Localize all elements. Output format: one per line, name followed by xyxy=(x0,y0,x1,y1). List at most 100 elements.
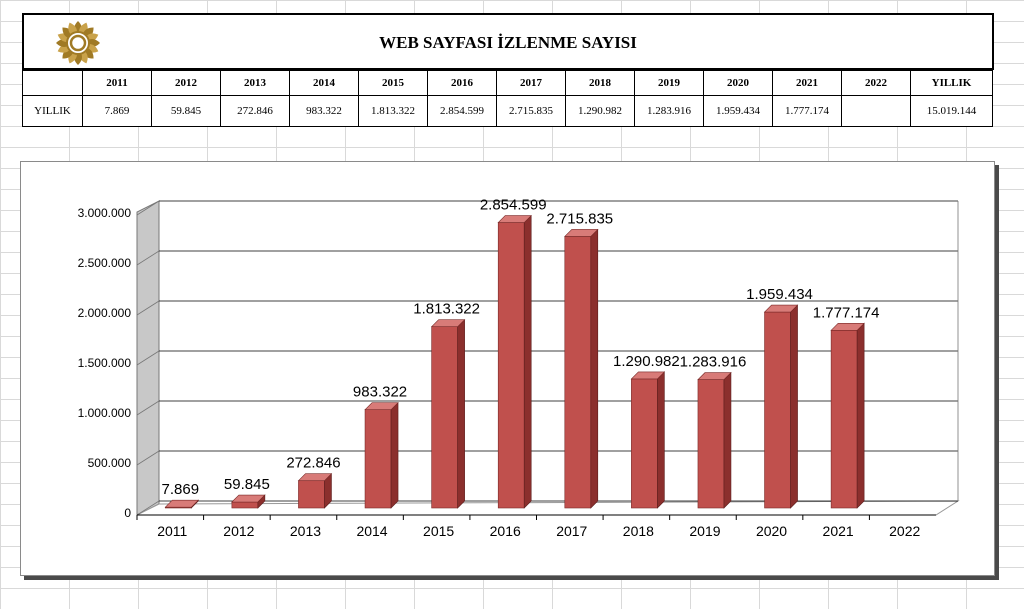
data-label-2015: 1.813.322 xyxy=(413,301,480,318)
data-label-2012: 59.845 xyxy=(224,476,270,493)
x-tick-label: 2020 xyxy=(756,523,787,539)
wall-gridline xyxy=(136,350,160,366)
x-tick-label: 2015 xyxy=(423,523,454,539)
year-header-2016: 2016 xyxy=(427,70,497,96)
wall-gridline xyxy=(136,300,160,316)
year-header-2011: 2011 xyxy=(82,70,152,96)
header-box: WEB SAYFASI İZLENME SAYISI xyxy=(22,13,994,70)
wall-gridline xyxy=(136,200,160,216)
bar-2016 xyxy=(497,222,525,509)
data-label-2018: 1.290.982 xyxy=(613,353,680,370)
wall-gridline xyxy=(136,450,160,466)
data-label-2011: 7.869 xyxy=(162,481,200,498)
wall-gridline xyxy=(136,500,160,516)
bar-side-2017 xyxy=(590,228,599,509)
x-tick-label: 2013 xyxy=(290,523,321,539)
data-label-2014: 983.322 xyxy=(353,384,407,401)
y-tick-label: 500.000 xyxy=(88,456,132,470)
data-label-2017: 2.715.835 xyxy=(546,210,613,227)
y-tick-label: 1.500.000 xyxy=(78,356,132,370)
bar-2012 xyxy=(231,501,259,509)
bar-top-2016 xyxy=(497,215,532,223)
bar-top-2017 xyxy=(564,229,599,237)
year-value-2013: 272.846 xyxy=(220,95,290,127)
total-header: YILLIK xyxy=(910,70,993,96)
data-label-2019: 1.283.916 xyxy=(680,354,747,371)
bar-top-2012 xyxy=(231,494,266,503)
bar-top-2018 xyxy=(630,371,666,380)
year-header-2015: 2015 xyxy=(358,70,428,96)
year-value-2018: 1.290.982 xyxy=(565,95,635,127)
page-title: WEB SAYFASI İZLENME SAYISI xyxy=(379,33,637,52)
bar-2015 xyxy=(431,326,458,509)
data-label-2021: 1.777.174 xyxy=(813,304,880,321)
year-header-2013: 2013 xyxy=(220,70,290,96)
bar-2020 xyxy=(764,311,791,509)
year-header-2018: 2018 xyxy=(565,70,635,96)
year-header-2019: 2019 xyxy=(634,70,704,96)
x-tick-label: 2018 xyxy=(623,523,654,539)
year-value-2015: 1.813.322 xyxy=(358,95,428,127)
bar-2014 xyxy=(364,409,392,509)
year-value-2022 xyxy=(841,95,911,127)
x-tick-label: 2021 xyxy=(823,523,854,539)
bar-side-2015 xyxy=(457,318,465,509)
year-header-2020: 2020 xyxy=(703,70,773,96)
bar-top-2020 xyxy=(763,304,799,313)
year-value-2019: 1.283.916 xyxy=(634,95,704,127)
bar-2018 xyxy=(631,378,658,509)
logo-icon xyxy=(56,21,100,65)
y-tick-label: 0 xyxy=(124,506,131,520)
bar-2017 xyxy=(564,236,592,509)
data-label-2020: 1.959.434 xyxy=(746,286,813,303)
bar-top-2014 xyxy=(364,402,399,410)
stats-table: 2011 2012 2013 2014 2015 2016 2017 2018 2019 2020… xyxy=(22,70,993,127)
data-label-2016: 2.854.599 xyxy=(480,197,547,214)
year-header-2022: 2022 xyxy=(841,70,911,96)
chart-frame: 0 500.000 1.000.000 1.500.000 2.000.000 2.500… xyxy=(20,161,995,576)
x-tick-label: 2011 xyxy=(157,523,187,539)
year-header-2021: 2021 xyxy=(772,70,842,96)
x-tick-label: 2016 xyxy=(490,523,521,539)
x-tick-label: 2019 xyxy=(689,523,720,539)
year-value-2016: 2.854.599 xyxy=(427,95,497,127)
x-tick-label: 2014 xyxy=(356,523,387,539)
bar-2013 xyxy=(298,480,325,509)
bar-chart: 0 500.000 1.000.000 1.500.000 2.000.000 2.500… xyxy=(78,197,960,539)
y-tick-label: 2.500.000 xyxy=(78,256,132,270)
wall-gridline xyxy=(136,250,160,266)
bar-top-2015 xyxy=(430,319,466,327)
bar-top-2013 xyxy=(297,473,333,482)
y-tick-label: 2.000.000 xyxy=(78,306,132,320)
bar-top-2019 xyxy=(697,372,732,380)
year-value-2012: 59.845 xyxy=(151,95,221,127)
row-label: YILLIK xyxy=(22,95,83,127)
year-header-2012: 2012 xyxy=(151,70,221,96)
bar-side-2021 xyxy=(856,322,865,509)
table-corner-cell xyxy=(22,70,83,96)
year-header-2017: 2017 xyxy=(496,70,566,96)
bar-side-2014 xyxy=(390,401,399,509)
x-tick-label: 2017 xyxy=(556,523,587,539)
year-value-2011: 7.869 xyxy=(82,95,152,127)
bar-2019 xyxy=(697,379,725,509)
year-value-2014: 983.322 xyxy=(289,95,359,127)
bar-top-2021 xyxy=(830,322,865,331)
total-value: 15.019.144 xyxy=(910,95,993,127)
year-value-2020: 1.959.434 xyxy=(703,95,773,127)
bar-top-2011 xyxy=(164,499,200,508)
x-tick-label: 2012 xyxy=(223,523,254,539)
year-header-2014: 2014 xyxy=(289,70,359,96)
bar-side-2020 xyxy=(790,304,798,509)
year-value-2017: 2.715.835 xyxy=(496,95,566,127)
bar-side-2018 xyxy=(657,371,665,509)
data-label-2013: 272.846 xyxy=(286,455,340,472)
bar-2021 xyxy=(830,329,858,509)
table-value-row: YILLIK 7.869 59.845 272.846 983.322 1.813.322… xyxy=(22,95,993,127)
x-tick-label: 2022 xyxy=(889,523,920,539)
bar-side-2019 xyxy=(723,371,732,509)
year-value-2021: 1.777.174 xyxy=(772,95,842,127)
bar-side-2016 xyxy=(523,214,532,509)
y-tick-label: 1.000.000 xyxy=(78,406,132,420)
wall-gridline xyxy=(136,400,160,416)
